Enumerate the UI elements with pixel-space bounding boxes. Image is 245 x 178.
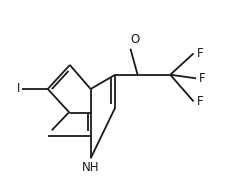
Text: F: F: [199, 72, 206, 85]
Text: O: O: [130, 33, 139, 46]
Text: I: I: [17, 82, 20, 96]
Text: NH: NH: [82, 161, 99, 174]
Text: F: F: [196, 47, 203, 60]
Text: F: F: [196, 95, 203, 108]
